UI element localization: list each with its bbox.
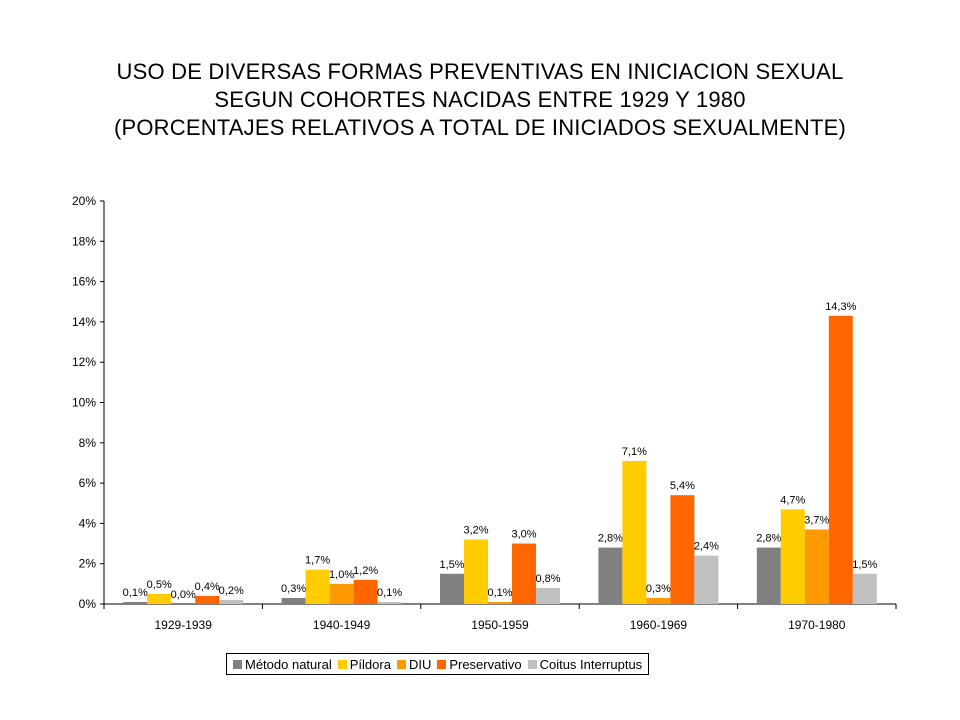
bar	[488, 601, 512, 604]
bar	[670, 495, 695, 604]
bar	[329, 583, 354, 604]
bar	[828, 315, 853, 604]
data-label: 1,7%	[305, 555, 330, 567]
data-label: 0,4%	[195, 581, 220, 593]
data-label: 0,1%	[487, 587, 512, 599]
bar	[536, 587, 560, 604]
x-tick-label: 1929-1939	[155, 618, 213, 632]
data-label: 1,2%	[353, 565, 378, 577]
legend-item: Método natural	[233, 657, 332, 672]
bar	[353, 579, 378, 604]
legend-label: DIU	[408, 656, 432, 672]
data-label: 2,8%	[598, 533, 623, 545]
data-label: 1,5%	[852, 559, 877, 571]
y-tick-label: 20%	[72, 194, 96, 208]
legend-item: Píldora	[337, 656, 391, 672]
bar	[464, 539, 488, 604]
legend-item: Preservativo	[437, 656, 522, 672]
legend-swatch	[527, 659, 537, 669]
bar	[646, 597, 671, 604]
bar	[147, 593, 172, 604]
chart-title-line-2: SEGUN COHORTES NACIDAS ENTRE 1929 Y 1980	[214, 87, 746, 112]
data-label: 0,3%	[281, 583, 306, 595]
bar	[598, 547, 623, 604]
x-tick-label: 1950-1959	[471, 618, 529, 632]
chart-title-line-1: USO DE DIVERSAS FORMAS PREVENTIVAS EN IN…	[116, 59, 844, 84]
data-label: 1,0%	[329, 569, 354, 581]
chart-title-line-3: (PORCENTAJES RELATIVOS A TOTAL DE INICIA…	[113, 115, 847, 140]
bar	[622, 460, 647, 604]
data-label: 3,2%	[463, 525, 488, 537]
data-label: 4,7%	[780, 494, 805, 506]
data-label: 7,1%	[622, 446, 647, 458]
data-label: 0,3%	[646, 583, 671, 595]
y-tick-label: 4%	[79, 516, 97, 530]
y-tick-label: 14%	[72, 315, 96, 329]
chart-legend: Método natural Píldora DIU Preservativo Coit…	[226, 653, 650, 675]
y-tick-label: 16%	[72, 275, 96, 289]
data-label: 0,1%	[377, 587, 402, 599]
y-tick-label: 18%	[72, 234, 96, 248]
bar	[195, 595, 220, 604]
y-tick-label: 12%	[72, 355, 96, 369]
x-tick-label: 1940-1949	[313, 618, 371, 632]
bar	[694, 555, 719, 604]
data-label: 0,8%	[535, 573, 560, 585]
y-tick-label: 8%	[79, 436, 97, 450]
data-label: 1,5%	[439, 559, 464, 571]
legend-swatch	[437, 659, 447, 669]
data-label: 14,3%	[825, 301, 856, 313]
chart-title: USO DE DIVERSAS FORMAS PREVENTIVAS EN IN…	[0, 58, 960, 142]
legend-swatch	[396, 659, 406, 669]
y-tick-label: 0%	[79, 597, 97, 611]
bar	[123, 601, 148, 604]
data-label: 3,7%	[804, 514, 829, 526]
bar	[804, 529, 829, 604]
bar	[512, 543, 536, 604]
legend-swatch	[337, 659, 347, 669]
data-label: 3,0%	[511, 529, 536, 541]
legend-item: DIU	[396, 656, 432, 672]
data-label: 0,5%	[147, 579, 172, 591]
x-tick-label: 1970-1980	[788, 618, 846, 632]
legend-item: Coitus Interruptus	[527, 656, 643, 672]
bar	[440, 573, 464, 604]
legend-label: Preservativo	[449, 656, 522, 672]
bar	[852, 573, 877, 604]
y-tick-label: 2%	[79, 557, 97, 571]
bar	[305, 569, 330, 604]
data-label: 0,1%	[123, 587, 148, 599]
legend-label: Método natural	[245, 656, 332, 672]
data-label: 2,4%	[694, 541, 719, 553]
bar	[219, 599, 244, 604]
legend-label: Coitus Interruptus	[539, 656, 643, 672]
data-label: 0,0%	[171, 589, 196, 601]
data-label: 0,2%	[219, 585, 244, 597]
legend-label: Píldora	[349, 656, 391, 672]
legend-swatch	[233, 659, 242, 669]
x-tick-label: 1960-1969	[630, 618, 688, 632]
data-label: 5,4%	[670, 480, 695, 492]
data-label: 2,8%	[756, 533, 781, 545]
bar	[756, 547, 781, 604]
y-tick-label: 10%	[72, 396, 96, 410]
bar	[377, 601, 402, 604]
y-tick-label: 6%	[79, 476, 97, 490]
bar	[281, 597, 306, 604]
bar	[780, 509, 805, 604]
